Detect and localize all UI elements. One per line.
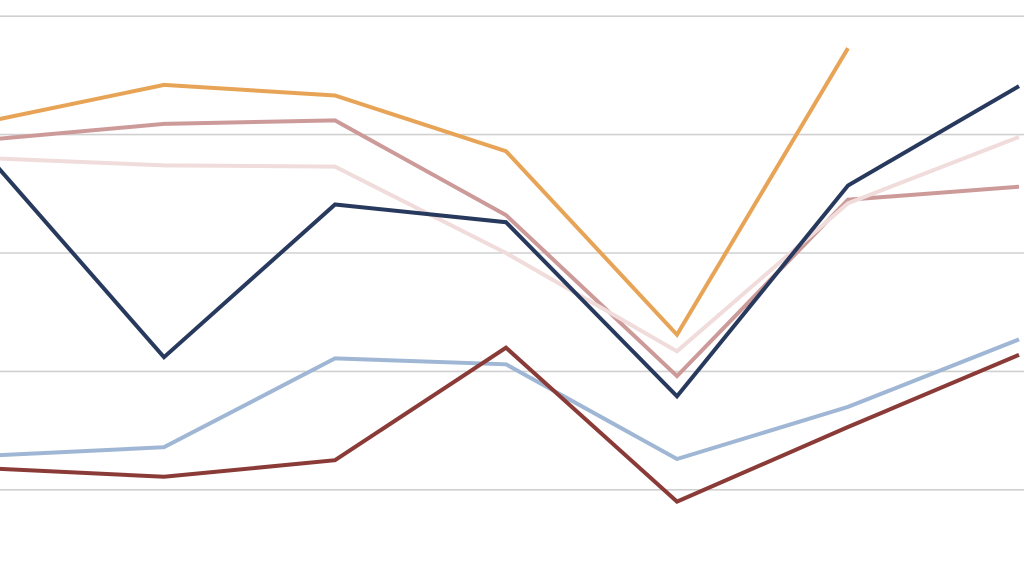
series-line-4 [0,337,1020,462]
series-line-5 [0,345,1020,504]
series-line-0 [0,47,850,339]
series-line-2 [0,135,1020,354]
series-layer [0,47,1021,504]
series-line-3 [0,84,1021,400]
grid-layer [0,15,1024,491]
series-line-1 [0,118,1020,379]
